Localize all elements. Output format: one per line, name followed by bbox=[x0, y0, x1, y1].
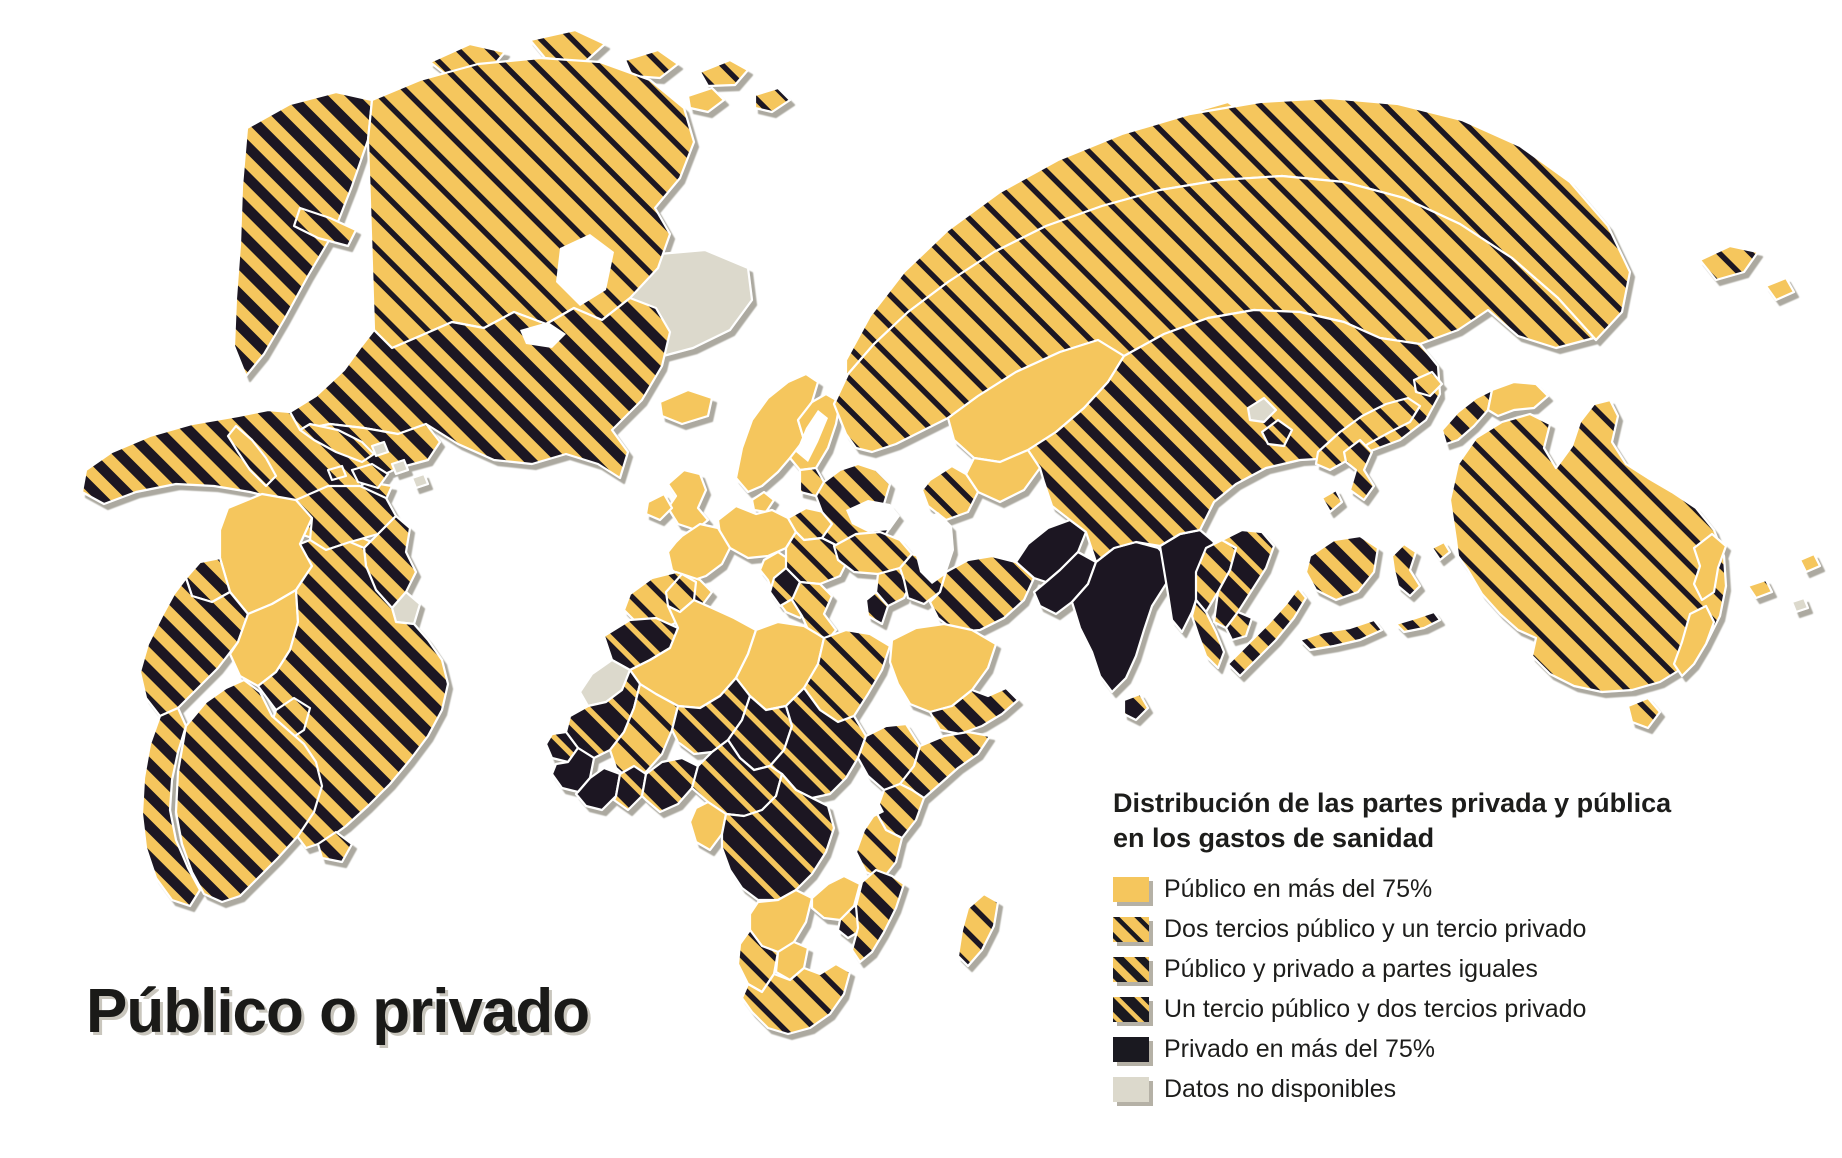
region-north-korea bbox=[1246, 396, 1278, 424]
region-cambodia bbox=[1224, 610, 1254, 642]
region-brazil bbox=[256, 538, 450, 850]
legend-label: Público en más del 75% bbox=[1164, 874, 1433, 903]
region-papua-new-guinea bbox=[1486, 380, 1550, 418]
legend-item-public66: Dos tercios público y un tercio privado bbox=[1113, 909, 1713, 949]
legend-heading-line2: en los gastos de sanidad bbox=[1113, 822, 1435, 853]
region-nigeria bbox=[640, 756, 700, 814]
region-egypt bbox=[802, 628, 892, 724]
region-uruguay bbox=[316, 830, 354, 864]
legend-heading: Distribución de las partes privada y púb… bbox=[1113, 786, 1713, 855]
region-jamaica bbox=[326, 464, 348, 482]
legend-item-private75: Privado en más del 75% bbox=[1113, 1029, 1713, 1069]
region-south-africa bbox=[740, 962, 852, 1036]
baltic-gulf bbox=[796, 410, 828, 462]
region-svalbard bbox=[698, 58, 750, 88]
region-new-zealand-north bbox=[1692, 532, 1728, 602]
black-sea bbox=[846, 500, 900, 532]
region-chile bbox=[140, 706, 202, 908]
region-united-kingdom bbox=[666, 468, 710, 532]
region-ireland bbox=[644, 492, 674, 522]
region-arctic-island bbox=[686, 86, 726, 114]
region-new-zealand-south bbox=[1672, 604, 1716, 678]
region-sudan bbox=[768, 686, 868, 800]
region-alaska bbox=[232, 90, 374, 378]
caspian-sea bbox=[914, 512, 954, 584]
region-iceland bbox=[658, 388, 714, 426]
legend-item-public75: Público en más del 75% bbox=[1113, 869, 1713, 909]
legend-label: Dos tercios público y un tercio privado bbox=[1164, 914, 1587, 943]
region-sri-lanka bbox=[1122, 692, 1150, 722]
region-china bbox=[1026, 308, 1442, 564]
region-sulawesi bbox=[1390, 542, 1422, 598]
region-svalbard bbox=[753, 86, 792, 114]
region-puerto-rico bbox=[410, 472, 430, 490]
region-bahamas bbox=[390, 458, 410, 476]
region-malaysia bbox=[1190, 598, 1226, 670]
region-south-korea bbox=[1260, 418, 1294, 448]
region-hokkaido bbox=[1412, 370, 1444, 398]
region-tasmania bbox=[1626, 696, 1662, 730]
region-aleutians bbox=[292, 206, 358, 248]
legend-swatch-nodata bbox=[1113, 1076, 1149, 1102]
region-japan bbox=[1314, 396, 1422, 472]
region-lesser-sunda bbox=[1394, 610, 1442, 634]
region-pacific-island bbox=[1764, 276, 1796, 302]
region-bahamas bbox=[370, 440, 390, 458]
legend-swatch-equal bbox=[1113, 956, 1149, 982]
region-kuriles bbox=[1698, 244, 1760, 282]
hudson-bay bbox=[556, 234, 614, 306]
legend-heading-line1: Distribución de las partes privada y púb… bbox=[1113, 788, 1672, 818]
map-title: Público o privado bbox=[86, 977, 590, 1046]
legend-label: Un tercio público y dos tercios privado bbox=[1164, 994, 1587, 1023]
region-pacific-nodata bbox=[1790, 596, 1810, 614]
region-ghana bbox=[612, 764, 648, 812]
region-australia bbox=[1448, 398, 1728, 694]
legend: Distribución de las partes privada y púb… bbox=[1113, 786, 1713, 1109]
region-france bbox=[666, 522, 732, 584]
legend-swatch-public66 bbox=[1113, 916, 1149, 942]
region-sumatra bbox=[1226, 586, 1308, 678]
region-baja-california bbox=[226, 424, 278, 488]
region-jordan-israel bbox=[864, 590, 890, 626]
region-moluccas bbox=[1430, 540, 1452, 562]
lake-victoria bbox=[866, 800, 884, 818]
legend-label: Datos no disponibles bbox=[1164, 1074, 1397, 1103]
region-java bbox=[1298, 618, 1384, 652]
region-borneo bbox=[1304, 534, 1380, 602]
region-dr-congo bbox=[720, 772, 836, 902]
legend-item-private66: Un tercio público y dos tercios privado bbox=[1113, 989, 1713, 1029]
region-gabon-congo bbox=[688, 800, 728, 852]
legend-swatch-private75 bbox=[1113, 1036, 1149, 1062]
region-iran bbox=[928, 554, 1036, 634]
region-madagascar bbox=[956, 892, 1000, 968]
region-somalia bbox=[898, 730, 992, 800]
region-turkmenistan bbox=[920, 464, 980, 522]
legend-label: Público y privado a partes iguales bbox=[1164, 954, 1538, 983]
legend-label: Privado en más del 75% bbox=[1164, 1034, 1435, 1063]
region-fiji bbox=[1798, 552, 1822, 574]
region-mozambique bbox=[850, 868, 906, 964]
region-hispaniola bbox=[350, 462, 390, 490]
great-lakes bbox=[520, 322, 566, 348]
legend-swatch-public75 bbox=[1113, 876, 1149, 902]
region-new-caledonia bbox=[1746, 578, 1774, 600]
region-argentina bbox=[174, 678, 324, 904]
legend-item-nodata: Datos no disponibles bbox=[1113, 1069, 1713, 1109]
legend-swatch-private66 bbox=[1113, 996, 1149, 1022]
region-cuba bbox=[298, 422, 376, 464]
region-taiwan bbox=[1320, 488, 1344, 514]
region-arctic-island bbox=[528, 28, 607, 64]
region-peru bbox=[138, 576, 250, 718]
region-philippines bbox=[1342, 438, 1376, 502]
region-yemen-oman bbox=[928, 686, 1020, 736]
region-denmark bbox=[750, 490, 776, 514]
legend-item-equal: Público y privado a partes iguales bbox=[1113, 949, 1713, 989]
region-cote-divoire-liberia bbox=[574, 766, 622, 812]
